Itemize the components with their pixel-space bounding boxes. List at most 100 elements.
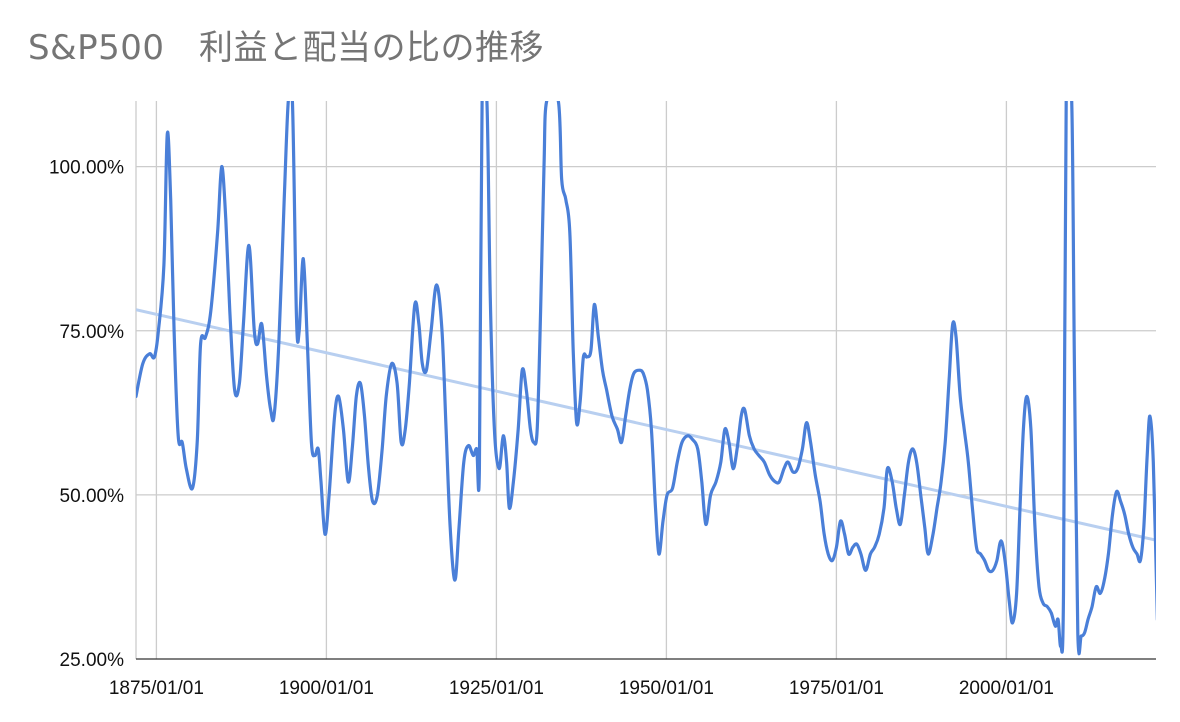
data-point [995, 559, 999, 563]
data-point [743, 408, 747, 412]
data-point [480, 99, 484, 103]
data-point [545, 99, 549, 103]
data-point [228, 309, 232, 313]
data-point [979, 552, 983, 556]
data-point [542, 165, 546, 169]
data-point [399, 440, 403, 444]
data-point [675, 460, 679, 464]
data-point [384, 394, 388, 398]
data-point [747, 434, 751, 438]
data-point [413, 303, 417, 307]
data-point [1131, 545, 1135, 549]
data-point [1072, 362, 1076, 366]
data-point [524, 388, 528, 392]
data-point [704, 522, 708, 526]
data-point [346, 480, 350, 484]
data-point [341, 427, 345, 431]
data-point [919, 493, 923, 497]
data-point [911, 447, 915, 451]
data-point [511, 480, 515, 484]
data-point [983, 559, 987, 563]
data-point [564, 198, 568, 202]
data-point [497, 467, 501, 471]
data-point [575, 421, 579, 425]
data-point [822, 532, 826, 536]
data-point [915, 460, 919, 464]
data-point [233, 388, 237, 392]
data-point [532, 440, 536, 444]
data-point [333, 414, 337, 418]
data-point [962, 427, 966, 431]
data-point [528, 427, 532, 431]
x-tick-label: 1875/01/01 [109, 678, 204, 699]
data-point [316, 447, 320, 451]
data-point [578, 401, 582, 405]
data-point [791, 470, 795, 474]
data-point [851, 545, 855, 549]
data-point [141, 362, 145, 366]
data-point [757, 454, 761, 458]
data-point [1135, 552, 1139, 556]
data-point [516, 427, 520, 431]
data-point [313, 454, 317, 458]
data-point [657, 552, 661, 556]
data-point [477, 467, 481, 471]
data-point [501, 434, 505, 438]
data-point [1098, 591, 1102, 595]
data-point [719, 460, 723, 464]
data-point [877, 532, 881, 536]
data-point [628, 388, 632, 392]
data-point [898, 522, 902, 526]
data-point [203, 335, 207, 339]
data-point [601, 368, 605, 372]
y-tick-label: 75.00% [60, 322, 125, 343]
data-point [417, 322, 421, 326]
data-point [796, 467, 800, 471]
data-point [156, 329, 160, 333]
trendline [136, 308, 1156, 542]
data-point [354, 394, 358, 398]
data-point [966, 460, 970, 464]
data-point [690, 437, 694, 441]
data-point [868, 552, 872, 556]
data-point [407, 381, 411, 385]
data-point [505, 460, 509, 464]
data-point [1025, 394, 1029, 398]
data-point [834, 545, 838, 549]
data-point [305, 342, 309, 346]
data-point [1142, 526, 1146, 530]
grid-lines [135, 101, 1156, 659]
data-point [954, 335, 958, 339]
data-point [297, 329, 301, 333]
data-point [951, 322, 955, 326]
data-point [839, 519, 843, 523]
data-point [864, 568, 868, 572]
data-point [148, 352, 152, 356]
data-point [180, 440, 184, 444]
x-tick-label: 1900/01/01 [279, 678, 374, 699]
data-point [363, 414, 367, 418]
data-point [165, 132, 169, 136]
data-point [152, 355, 156, 359]
data-point [1029, 427, 1033, 431]
data-point [826, 552, 830, 556]
data-point [403, 427, 407, 431]
data-point [1062, 591, 1066, 595]
data-point [568, 230, 572, 234]
data-point [1049, 611, 1053, 615]
data-point [935, 506, 939, 510]
data-point [1011, 621, 1015, 625]
data-point [1037, 585, 1041, 589]
data-point [752, 447, 756, 451]
data-point [1138, 559, 1142, 563]
data-point [367, 467, 371, 471]
data-point [605, 388, 609, 392]
data-point [462, 460, 466, 464]
data-point [1056, 618, 1060, 622]
data-point [585, 355, 589, 359]
data-point [1155, 618, 1159, 622]
data-point [958, 394, 962, 398]
data-point [1064, 99, 1068, 103]
data-point [485, 99, 489, 103]
data-point [680, 440, 684, 444]
